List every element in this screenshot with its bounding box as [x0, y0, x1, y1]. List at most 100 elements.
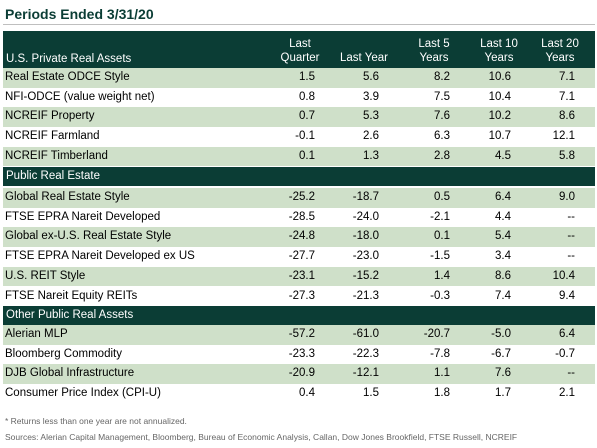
table-cell: -6.7 — [491, 347, 511, 360]
table-cell: 0.5 — [434, 191, 450, 203]
row-label: Global Real Estate Style — [5, 191, 130, 203]
table-cell: -12.1 — [352, 367, 379, 380]
table-cell: 10.4 — [552, 269, 575, 282]
col-header-last-20-years: Last 20 Years — [541, 38, 579, 64]
row-label: Alerian MLP — [5, 328, 68, 340]
row-label: DJB Global Infrastructure — [5, 367, 135, 380]
table-row: DJB Global Infrastructure -20.9 -12.1 1.1 7.… — [3, 364, 595, 385]
row-label: FTSE Nareit Equity REITs — [5, 289, 138, 302]
table-cell: -57.2 — [288, 328, 315, 340]
table-cell: 6.3 — [434, 130, 450, 143]
col-header-last-year: Last Year — [340, 52, 388, 64]
table-cell: -23.0 — [352, 250, 379, 263]
table-cell: 8.2 — [434, 71, 450, 83]
row-label: FTSE EPRA Nareit Developed ex US — [5, 250, 195, 263]
table-cell: -23.1 — [288, 269, 315, 282]
table-cell: -7.8 — [430, 347, 450, 360]
table-row: NCREIF Farmland -0.1 2.6 6.3 10.7 12.1 — [3, 127, 595, 147]
table-cell: 4.5 — [495, 149, 511, 162]
table-cell: 7.4 — [495, 289, 511, 302]
table-cell: 2.1 — [559, 387, 575, 400]
table-row: FTSE Nareit Equity REITs -27.3 -21.3 -0.3 7.… — [3, 287, 595, 307]
table-cell: 8.6 — [559, 110, 575, 123]
table-cell: -27.7 — [288, 250, 315, 263]
table-cell: 1.5 — [363, 387, 379, 400]
table-cell: 3.9 — [363, 90, 379, 103]
table-row: Real Estate ODCE Style 1.5 5.6 8.2 10.6 7.1 — [3, 68, 595, 88]
table-cell: 1.1 — [434, 367, 450, 380]
header-label: U.S. Private Real Assets — [6, 53, 132, 65]
table-cell: 0.7 — [299, 110, 315, 123]
table-cell: -- — [567, 230, 575, 243]
section-label: Public Real Estate — [6, 170, 100, 182]
table-row: Global ex-U.S. Real Estate Style -24.8 -18… — [3, 227, 595, 248]
table-cell: 1.4 — [434, 269, 450, 282]
table-cell: 0.4 — [299, 387, 315, 400]
table-cell: -21.3 — [352, 289, 379, 302]
row-label: U.S. REIT Style — [5, 269, 86, 282]
table-title: Periods Ended 3/31/20 — [5, 6, 154, 22]
table-cell: -28.5 — [288, 210, 315, 223]
col-header-last-10-years: Last 10 Years — [480, 38, 518, 64]
table-cell: 9.4 — [559, 289, 575, 302]
row-label: FTSE EPRA Nareit Developed — [5, 210, 161, 223]
table-cell: 10.6 — [488, 71, 511, 83]
table-cell: -1.5 — [430, 250, 450, 263]
table-cell: -18.0 — [352, 230, 379, 243]
table-cell: 3.4 — [495, 250, 511, 263]
table-cell: -20.9 — [288, 367, 315, 380]
table-cell: 7.6 — [434, 110, 450, 123]
table-cell: 7.5 — [434, 90, 450, 103]
section-header: Public Real Estate — [3, 167, 595, 186]
table-cell: 5.6 — [363, 71, 379, 83]
row-label: NCREIF Timberland — [5, 149, 108, 162]
table-row: NCREIF Timberland 0.1 1.3 2.8 4.5 5.8 — [3, 146, 595, 167]
col-header-last-quarter: Last Quarter — [280, 38, 320, 64]
table-cell: -0.1 — [295, 130, 315, 143]
table-cell: 6.4 — [559, 328, 575, 340]
table-cell: -- — [567, 250, 575, 263]
row-label: NCREIF Property — [5, 110, 95, 123]
table-cell: 1.5 — [299, 71, 315, 83]
table-cell: 1.8 — [434, 387, 450, 400]
table-cell: 6.4 — [495, 191, 511, 203]
table-cell: -18.7 — [352, 191, 379, 203]
table-row: Global Real Estate Style -25.2 -18.7 0.5 6.4… — [3, 188, 595, 208]
sources: Sources: Alerian Capital Management, Blo… — [5, 432, 518, 442]
row-label: NFI-ODCE (value weight net) — [5, 90, 155, 103]
table-cell: -25.2 — [288, 191, 315, 203]
section-label: Other Public Real Assets — [6, 309, 134, 321]
table-cell: 4.4 — [495, 210, 511, 223]
table-cell: -22.3 — [352, 347, 379, 360]
table-row: Alerian MLP -57.2 -61.0 -20.7 -5.0 6.4 — [3, 325, 595, 345]
table-cell: -5.0 — [491, 328, 511, 340]
title-divider — [3, 24, 595, 25]
table-cell: 0.8 — [299, 90, 315, 103]
row-label: NCREIF Farmland — [5, 130, 100, 143]
table-row: FTSE EPRA Nareit Developed -28.5 -24.0 -2.1… — [3, 208, 595, 228]
table-cell: 7.6 — [495, 367, 511, 380]
table-cell: -61.0 — [352, 328, 379, 340]
table-row: U.S. REIT Style -23.1 -15.2 1.4 8.6 10.4 — [3, 266, 595, 287]
section-header: Other Public Real Assets — [3, 306, 595, 325]
table-cell: 0.1 — [434, 230, 450, 243]
table-cell: 1.3 — [363, 149, 379, 162]
table-cell: -23.3 — [288, 347, 315, 360]
table-row: NCREIF Property 0.7 5.3 7.6 10.2 8.6 — [3, 107, 595, 128]
table-cell: 7.1 — [559, 90, 575, 103]
table-cell: 9.0 — [559, 191, 575, 203]
table-cell: 5.4 — [495, 230, 511, 243]
table-cell: -0.3 — [430, 289, 450, 302]
table-row: Consumer Price Index (CPI-U) 0.4 1.5 1.8 1.7… — [3, 384, 595, 404]
table-cell: -0.7 — [555, 347, 575, 360]
table-cell: 10.4 — [488, 90, 511, 103]
row-label: Real Estate ODCE Style — [5, 71, 130, 83]
table-cell: 8.6 — [495, 269, 511, 282]
footnote: * Returns less than one year are not ann… — [5, 416, 187, 426]
table-row: Bloomberg Commodity -23.3 -22.3 -7.8 -6.7 -0.… — [3, 345, 595, 365]
table-row: FTSE EPRA Nareit Developed ex US -27.7 -23… — [3, 247, 595, 267]
table-cell: -24.8 — [288, 230, 315, 243]
row-label: Bloomberg Commodity — [5, 347, 122, 360]
table-cell: -2.1 — [430, 210, 450, 223]
table-cell: 5.8 — [559, 149, 575, 162]
